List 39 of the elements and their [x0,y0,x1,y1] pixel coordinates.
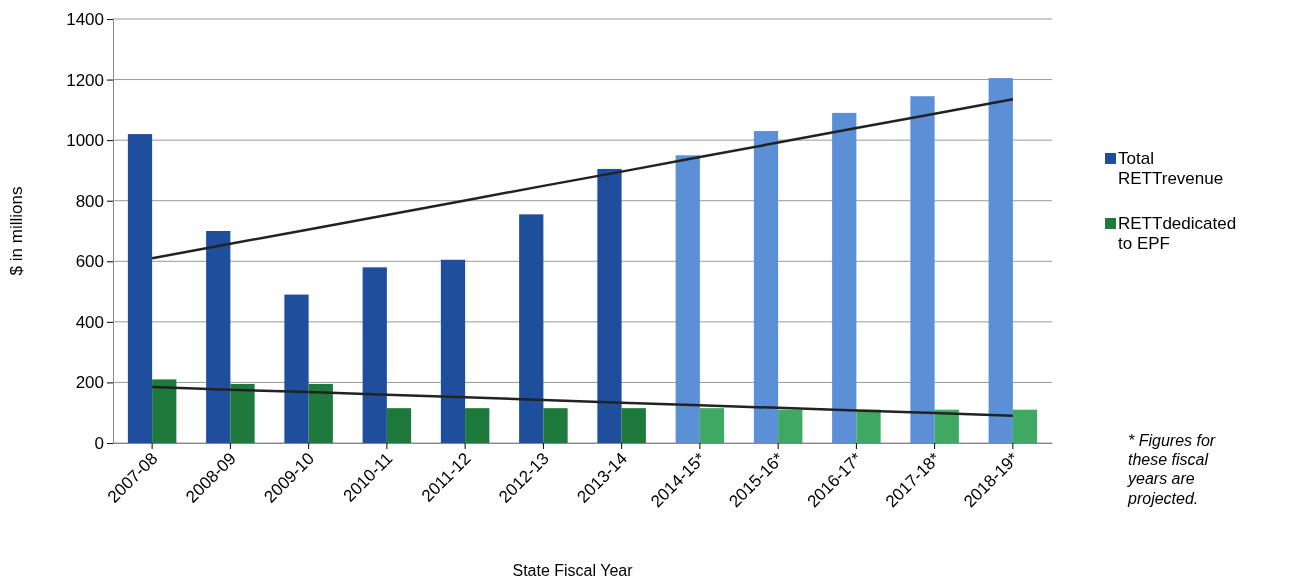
bar [675,155,700,443]
bar [386,408,412,443]
bar [440,259,466,443]
bar [699,408,725,443]
bar [308,383,333,443]
bar [597,168,622,443]
y-axis-title: $ in millions [7,186,26,276]
bar [362,267,387,443]
bar [127,134,153,443]
bar [284,294,309,443]
bar [856,409,881,443]
y-tick-label: 400 [75,312,104,332]
bar [832,112,857,443]
bar [152,379,177,443]
bar [753,131,779,443]
bar [230,383,255,443]
y-tick-label: 1200 [66,70,104,90]
y-tick-label: 600 [75,252,104,272]
bar [206,231,231,443]
bar [543,408,568,443]
line-series [150,385,1015,417]
bar [778,409,803,443]
bar [1012,409,1038,443]
y-tick-label: 800 [75,191,104,211]
x-axis-title: State Fiscal Year [512,562,634,579]
legend-label: Total RETTrevenue [1118,149,1224,189]
bar [988,78,1013,443]
y-tick-label: 1000 [66,131,104,151]
bar [519,214,544,443]
bar [934,409,959,443]
y-tick-label: 0 [94,433,104,453]
y-tick-label: 200 [75,373,104,393]
bar [910,96,935,443]
bar [621,408,646,443]
y-tick-label: 1400 [66,9,104,29]
legend-label: RETTdedicated to EPF [1118,214,1237,254]
bar [465,408,490,443]
text: * Figures for these fiscal years are projected. [1127,432,1216,507]
line-series [150,98,1015,260]
